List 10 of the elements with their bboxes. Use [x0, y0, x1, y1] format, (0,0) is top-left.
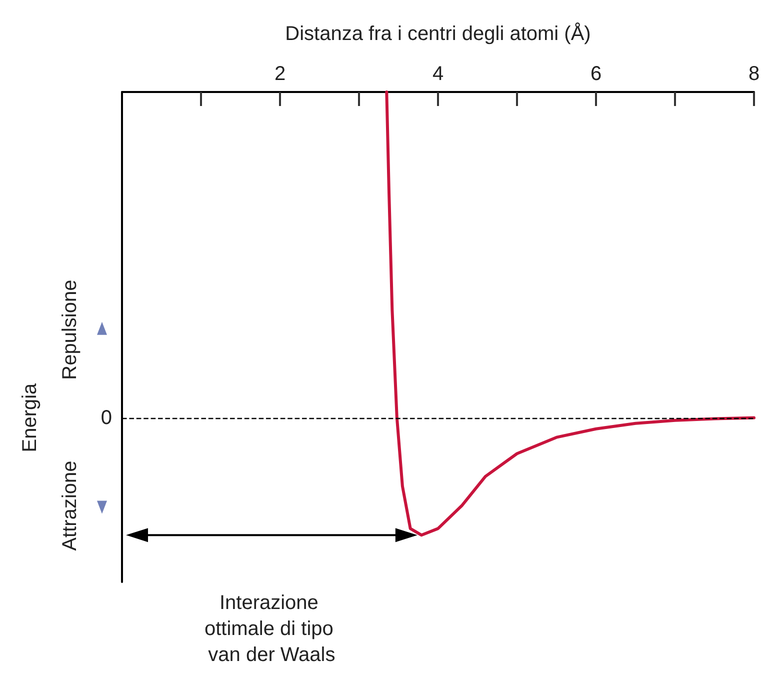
y-axis-title: Energia	[19, 382, 41, 452]
ref-line-label: 0	[100, 406, 112, 429]
x-tick-label: 8	[748, 63, 760, 85]
x-axis-title: Distanza fra i centri degli atomi (Å)	[285, 22, 591, 45]
text: Interazione ottimale di tipo van der Waals	[204, 592, 339, 666]
x-tick-label: 2	[274, 63, 286, 85]
x-tick-label: 6	[590, 63, 602, 85]
x-tick-label: 4	[432, 63, 444, 85]
text: Attrazione	[59, 460, 81, 551]
text: Repulsione	[59, 280, 81, 380]
